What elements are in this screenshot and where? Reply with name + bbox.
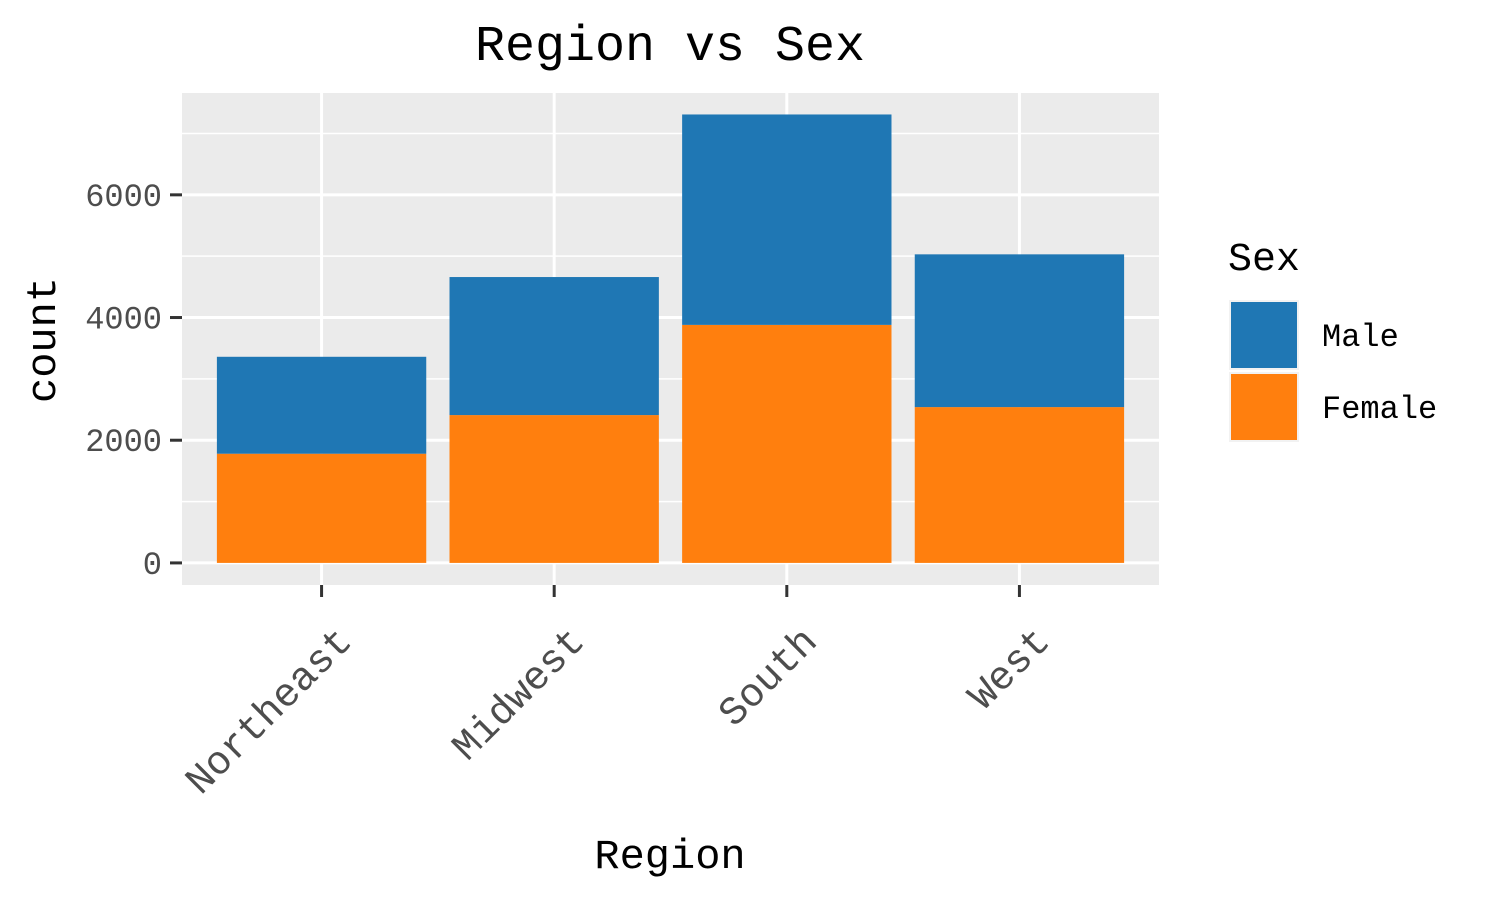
x-tick-label: Midwest [445,620,596,771]
y-tick-label: 6000 [85,179,162,216]
x-tick-label: Northeast [178,620,363,805]
bar-female-midwest [449,415,659,563]
bar-female-northeast [216,453,427,563]
legend-label-male: Male [1322,319,1399,356]
y-tick-label: 2000 [85,424,162,461]
bar-male-northeast [216,356,427,454]
legend-label-female: Female [1322,391,1437,428]
chart-title: Region vs Sex [475,19,865,76]
bar-female-west [914,407,1125,563]
y-tick-label: 0 [143,547,162,584]
legend-key-female [1231,374,1297,440]
y-tick-label: 4000 [85,302,162,339]
x-axis: Northeast Midwest South West [178,585,1061,805]
legend-key-male [1231,302,1297,368]
legend-title: Sex [1228,238,1300,283]
x-tick-label: West [961,620,1061,720]
y-axis: 0 2000 4000 6000 [85,179,182,584]
bar-male-south [682,114,892,325]
bar-male-west [914,254,1125,408]
y-axis-title: count [20,277,68,403]
bars [216,114,1125,563]
x-axis-title: Region [594,833,745,881]
bar-male-midwest [449,277,659,416]
legend: Sex Male Female [1228,238,1437,442]
bar-female-south [682,324,892,563]
x-tick-label: South [711,620,828,737]
